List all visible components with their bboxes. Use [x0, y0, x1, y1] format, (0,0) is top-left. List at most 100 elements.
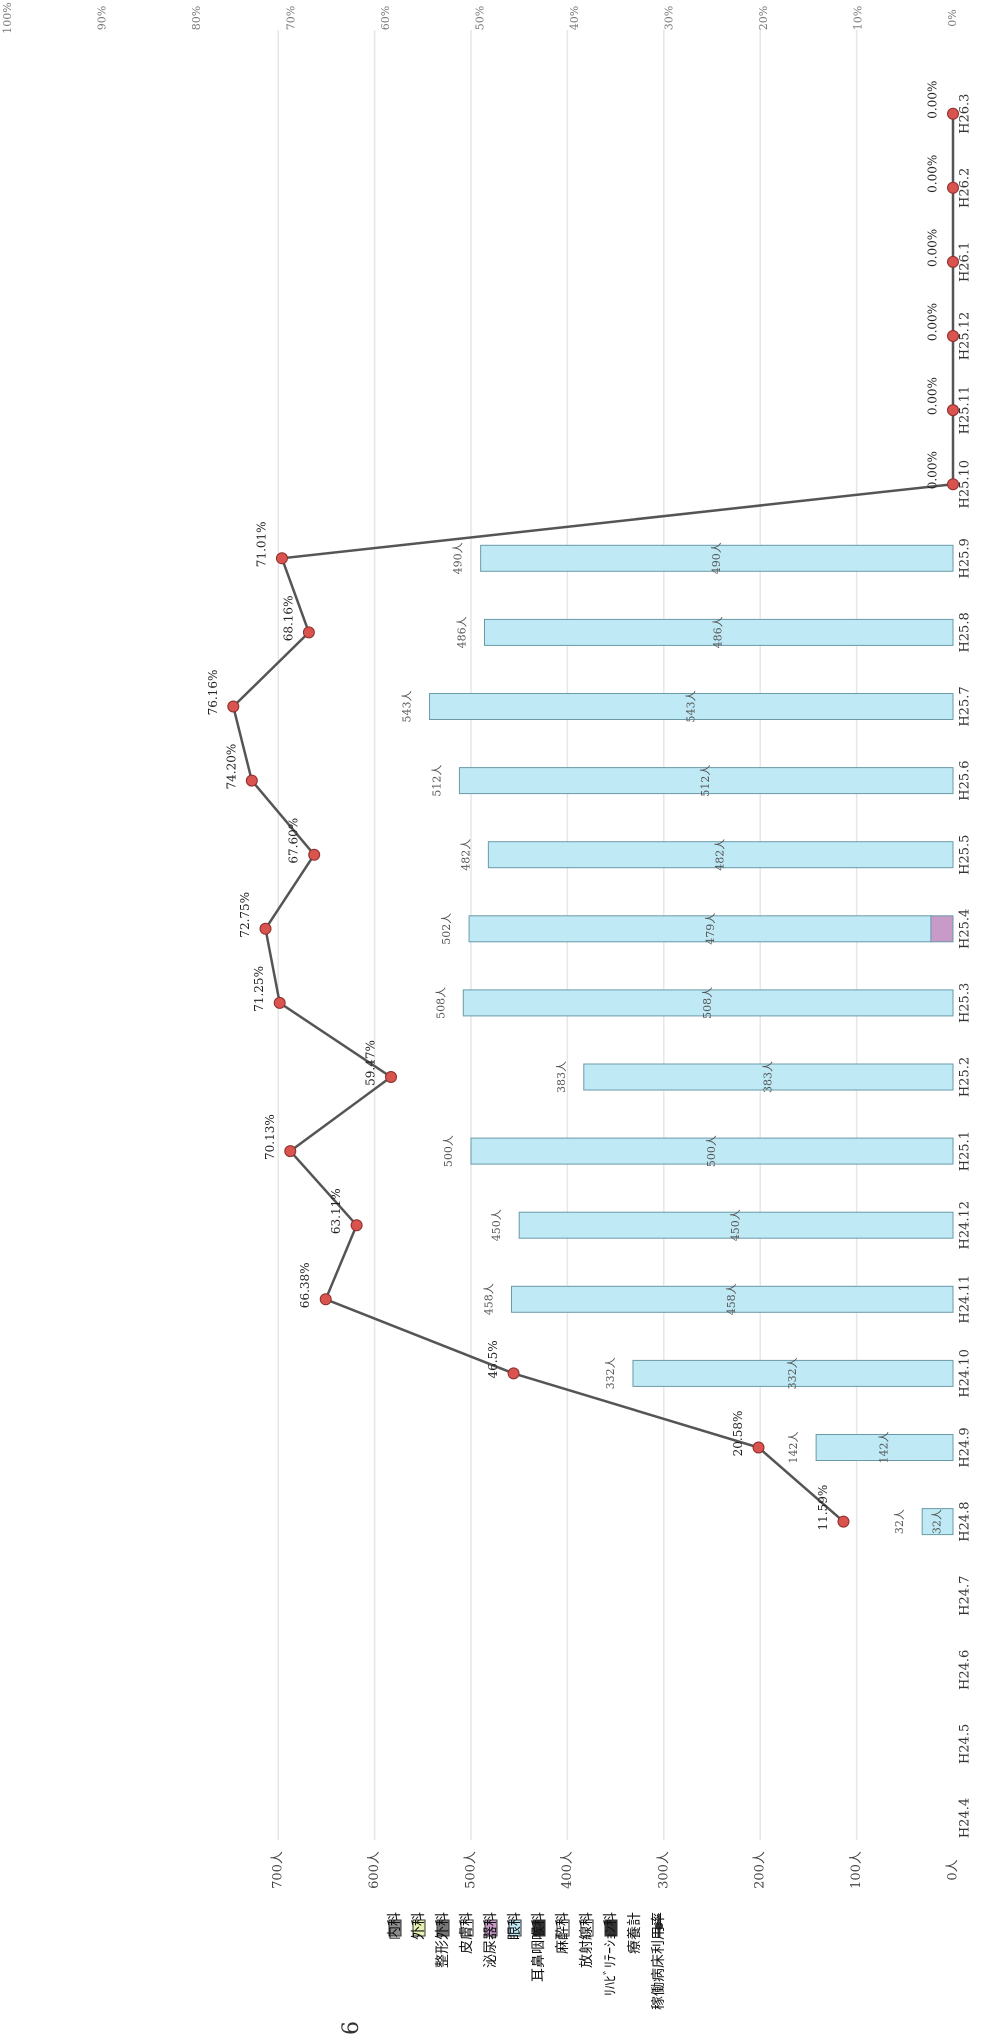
rate-marker	[350, 1219, 363, 1232]
legend-label: 放射線科	[579, 1912, 595, 1968]
left-axis-tick-label: 0人	[946, 1859, 961, 1880]
rate-marker	[947, 330, 959, 342]
bar-value-label: 450人	[729, 1209, 742, 1241]
bar-segment	[483, 618, 954, 646]
rate-marker	[507, 1367, 520, 1380]
left-axis-tick-label: 400人	[560, 1851, 575, 1889]
right-axis-tick-label: 100%	[1, 2, 14, 33]
bar-value-label: 482人	[714, 839, 727, 871]
rate-marker	[385, 1071, 398, 1083]
bar-segment	[518, 1211, 954, 1239]
rate-marker	[947, 107, 959, 120]
category-label: H24.7	[958, 1576, 973, 1616]
right-axis-tick-label: 20%	[757, 6, 770, 30]
left-axis-tick-label: 500人	[464, 1851, 479, 1889]
category-label: H25.4	[958, 909, 973, 949]
right-axis-tick-label: 40%	[568, 6, 581, 30]
bar-value-label: 32人	[931, 1509, 944, 1534]
rate-marker	[227, 700, 240, 713]
left-axis-tick-label: 300人	[656, 1851, 671, 1889]
right-axis-tick-label: 10%	[852, 6, 865, 30]
rate-value-label: 72.75%	[238, 892, 252, 938]
rate-value-label: 0.00%	[926, 81, 940, 119]
bars	[429, 544, 954, 1536]
rate-marker	[319, 1293, 332, 1306]
category-label: H24.6	[958, 1650, 973, 1690]
right-axis-tick-label: 70%	[285, 6, 298, 30]
bar-segment	[921, 1508, 954, 1536]
bar-value-label: 486人	[712, 616, 725, 648]
rate-line	[227, 107, 959, 1528]
rate-value-label: 0.00%	[926, 155, 940, 193]
legend-swatch	[580, 1919, 594, 1937]
rate-marker	[302, 626, 315, 639]
bar-value-label: 479人	[704, 913, 717, 945]
bar-total-label: 502人	[440, 913, 453, 945]
bar-segment	[480, 544, 954, 572]
category-label: H25.9	[958, 538, 973, 578]
rate-marker	[284, 1145, 297, 1158]
rate-marker	[947, 255, 959, 268]
category-label: H24.4	[958, 1798, 973, 1838]
legend-label: 眼科	[507, 1912, 523, 1940]
category-label: H24.10	[958, 1349, 973, 1398]
bar-total-label: 512人	[430, 765, 443, 797]
bar-segment	[632, 1359, 954, 1387]
legend-swatch	[604, 1919, 618, 1937]
rate-marker	[259, 922, 272, 935]
bar-total-label: 482人	[459, 839, 472, 871]
left-axis-tick-label: 100人	[849, 1851, 864, 1889]
right-axis-tick-label: 0%	[946, 9, 959, 26]
bar-segment	[930, 915, 954, 943]
rate-polyline	[231, 113, 955, 1523]
rate-marker	[947, 404, 959, 417]
legend-swatch	[484, 1919, 498, 1937]
rate-marker	[837, 1515, 850, 1528]
category-label: H26.2	[958, 168, 973, 208]
rate-marker	[947, 478, 959, 491]
legend-swatch	[388, 1919, 402, 1937]
bar-total-label: 383人	[555, 1061, 568, 1093]
category-label: H25.3	[958, 983, 973, 1023]
rate-marker	[275, 552, 288, 565]
legend-label: ﾘﾊﾋﾞﾘﾃｰｼｮﾝ科	[603, 1912, 619, 1996]
legend-label: 麻酔科	[555, 1912, 571, 1954]
legend-label: 外科	[411, 1912, 427, 1940]
rate-value-label: 20.58%	[731, 1411, 745, 1457]
rate-value-label: 66.38%	[298, 1262, 312, 1308]
rate-value-label: 0.00%	[926, 451, 940, 489]
category-label: H25.12	[958, 312, 973, 361]
rate-value-label: 74.20%	[224, 744, 238, 790]
category-label: H25.10	[958, 460, 973, 509]
category-label: H25.1	[958, 1131, 973, 1171]
legend-label: 皮膚科	[459, 1912, 475, 1954]
right-axis-tick-label: 90%	[96, 6, 109, 30]
legend-line-marker	[655, 1922, 663, 1930]
bar-segment	[470, 1137, 954, 1165]
category-label: H24.12	[958, 1201, 973, 1250]
legend-swatch	[532, 1919, 546, 1937]
legend-label: 泌尿器科	[483, 1912, 499, 1968]
bar-value-label: 142人	[878, 1432, 891, 1464]
bar-segment	[429, 693, 954, 720]
bar-value-label: 543人	[684, 691, 697, 723]
bar-total-label: 332人	[604, 1357, 617, 1389]
left-axis-tick-label: 700人	[271, 1851, 286, 1889]
rate-value-label: 0.00%	[926, 303, 940, 341]
page-number: 6	[339, 2021, 364, 2035]
right-axis-tick-label: 30%	[663, 6, 676, 30]
legend-swatch	[508, 1919, 522, 1937]
bar-total-label: 508人	[434, 987, 447, 1019]
category-label: H26.3	[958, 94, 973, 134]
legend-swatch	[436, 1919, 450, 1937]
category-label: H25.5	[958, 835, 973, 875]
bar-segment	[468, 915, 932, 943]
bar-segment	[510, 1285, 954, 1313]
category-label: H25.2	[958, 1057, 973, 1097]
legend: 内科 外科 整形外科 皮膚科 泌尿器科 眼科 耳鼻咽喉科 麻酔科 放射線科 ﾘﾊﾋﾞﾘﾃｰｼｮﾝ科…	[387, 1912, 667, 2010]
bar-total-label: 543人	[401, 691, 414, 723]
rate-value-label: 46.5%	[486, 1340, 500, 1378]
category-label: H24.11	[958, 1275, 973, 1324]
bar-total-label: 32人	[893, 1509, 906, 1534]
legend-label: 稼働病床利用率	[650, 1912, 667, 2010]
